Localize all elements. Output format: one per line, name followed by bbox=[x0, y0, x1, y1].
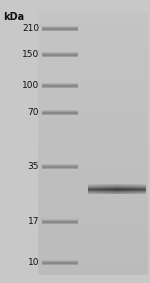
Text: 150: 150 bbox=[22, 50, 39, 59]
Text: 210: 210 bbox=[22, 24, 39, 33]
Text: 35: 35 bbox=[27, 162, 39, 171]
Text: 10: 10 bbox=[27, 258, 39, 267]
Text: 100: 100 bbox=[22, 81, 39, 90]
Text: 17: 17 bbox=[27, 217, 39, 226]
Text: 70: 70 bbox=[27, 108, 39, 117]
Text: kDa: kDa bbox=[3, 12, 24, 22]
